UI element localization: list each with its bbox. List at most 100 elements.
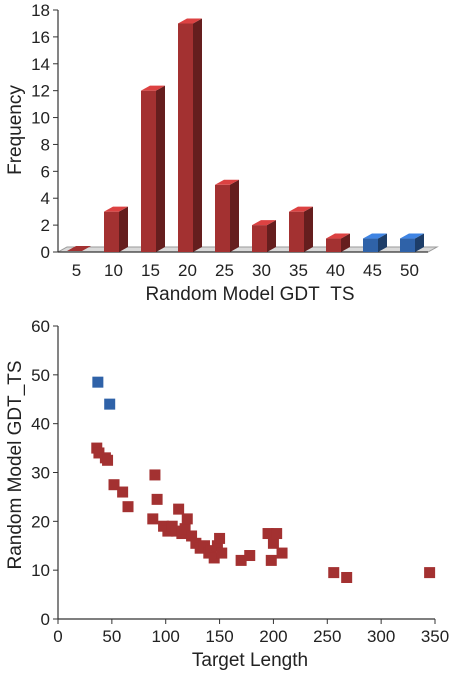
scatter-point — [173, 503, 185, 515]
bar-25-front — [215, 184, 230, 252]
bar-40-side — [341, 233, 350, 252]
scatter-y-tick-label: 50 — [31, 366, 50, 385]
scatter-x-tick-label: 150 — [205, 627, 233, 646]
scatter-chart-points — [91, 376, 436, 583]
scatter-point — [93, 447, 105, 459]
scatter-point — [147, 513, 159, 525]
bar-10-side — [119, 206, 128, 252]
scatter-x-tick-label: 350 — [421, 627, 449, 646]
scatter-y-tick-label: 20 — [31, 512, 50, 531]
bar-50 — [400, 233, 424, 252]
scatter-point — [262, 528, 274, 540]
bar-chart-bars — [67, 18, 424, 253]
bar-chart-xlabel: Random Model GDT_TS — [145, 284, 354, 300]
scatter-point — [276, 547, 288, 559]
bar-chart-x-tick-label: 25 — [215, 261, 234, 280]
scatter-x-tick-label: 300 — [367, 627, 395, 646]
scatter-chart-xlabel: Target Length — [192, 650, 308, 671]
bar-35 — [289, 206, 313, 252]
bar-25-side — [230, 179, 239, 252]
bar-chart-x-tick-label: 5 — [72, 261, 81, 280]
bar-chart-x-tick-label: 30 — [252, 261, 271, 280]
scatter-y-tick-label: 0 — [41, 610, 50, 629]
bar-20 — [178, 18, 202, 253]
bar-50-top — [400, 233, 424, 239]
bar-35-front — [289, 211, 304, 252]
bar-chart-x-tick-label: 50 — [400, 261, 419, 280]
bar-45-side — [378, 233, 387, 252]
bar-chart-x-tick-label: 45 — [363, 261, 382, 280]
scatter-x-tick-label: 100 — [152, 627, 180, 646]
bar-15 — [141, 85, 165, 253]
scatter-chart-axes: 0 10 20 30 40 50 60 0 50 100 150 200 250 300 350 — [31, 317, 449, 646]
scatter-point — [271, 528, 283, 540]
bar-30-side — [267, 220, 276, 252]
bar-20-side — [193, 18, 202, 253]
bar-chart-y-tick-label: 16 — [31, 28, 50, 47]
scatter-point — [198, 540, 210, 552]
bar-30-top — [252, 220, 276, 226]
bar-45 — [363, 233, 387, 252]
scatter-point — [235, 554, 247, 566]
scatter-point — [267, 537, 279, 549]
bar-chart-x-tick-label: 35 — [289, 261, 308, 280]
bar-chart-x-tick-label: 10 — [104, 261, 123, 280]
scatter-point — [151, 493, 163, 505]
scatter-point — [108, 479, 120, 491]
bar-chart-x-tick-label: 15 — [141, 261, 160, 280]
scatter-point — [214, 532, 226, 544]
bar-chart-y-tick-label: 12 — [31, 82, 50, 101]
bar-45-front — [363, 238, 378, 252]
bar-50-side — [415, 233, 424, 252]
frequency-bar-chart: 0 2 4 6 8 10 12 14 16 18 5 10 15 20 25 30 35 40 45 50 Rando… — [5, 1, 439, 300]
scatter-point — [92, 376, 104, 388]
scatter-y-tick-label: 10 — [31, 561, 50, 580]
bar-chart-x-tick-label: 40 — [326, 261, 345, 280]
bar-40-top — [326, 233, 350, 239]
scatter-y-tick-label: 40 — [31, 415, 50, 434]
bar-chart-ylabel: Frequency — [5, 85, 26, 175]
scatter-x-tick-label: 0 — [53, 627, 62, 646]
gdt-vs-length-scatter-chart: 0 10 20 30 40 50 60 0 50 100 150 200 250 300 350 Targe… — [5, 317, 449, 671]
scatter-y-tick-label: 60 — [31, 317, 50, 336]
bar-15-top — [141, 85, 165, 91]
bar-chart-y-tick-label: 2 — [41, 216, 50, 235]
scatter-point — [181, 513, 193, 525]
scatter-point — [424, 567, 436, 579]
scatter-y-tick-label: 30 — [31, 464, 50, 483]
scatter-chart-ylabel: Random Model GDT_TS — [5, 360, 26, 569]
scatter-point — [149, 469, 161, 481]
scatter-point — [104, 398, 116, 410]
bar-chart-y-tick-label: 6 — [41, 162, 50, 181]
scatter-point — [265, 554, 277, 566]
bar-20-top — [178, 18, 202, 24]
bar-15-side — [156, 85, 165, 253]
scatter-point — [179, 523, 191, 535]
bar-chart-y-tick-label: 14 — [31, 55, 50, 74]
bar-chart-y-tick-label: 0 — [41, 243, 50, 262]
scatter-x-tick-label: 200 — [259, 627, 287, 646]
bar-chart-y-tick-label: 4 — [41, 189, 50, 208]
bar-10-front — [104, 211, 119, 252]
scatter-point — [208, 552, 220, 564]
bar-35-side — [304, 206, 313, 252]
bar-30-front — [252, 225, 267, 252]
bar-40 — [326, 233, 350, 252]
bar-chart-y-tick-label: 10 — [31, 109, 50, 128]
bar-10 — [104, 206, 128, 252]
scatter-point — [117, 486, 129, 498]
scatter-point — [216, 547, 228, 559]
bar-chart-axes: 0 2 4 6 8 10 12 14 16 18 5 10 15 20 25 30 35 40 45 50 — [31, 1, 439, 280]
bar-chart-y-tick-label: 8 — [41, 135, 50, 154]
bar-50-front — [400, 238, 415, 252]
scatter-x-tick-label: 50 — [102, 627, 121, 646]
scatter-point — [205, 545, 217, 557]
bar-45-top — [363, 233, 387, 239]
scatter-point — [211, 540, 223, 552]
scatter-point — [244, 550, 256, 562]
bar-10-top — [104, 206, 128, 212]
bar-20-front — [178, 23, 193, 253]
scatter-point — [341, 571, 353, 583]
bar-25 — [215, 179, 239, 252]
scatter-x-tick-label: 250 — [313, 627, 341, 646]
